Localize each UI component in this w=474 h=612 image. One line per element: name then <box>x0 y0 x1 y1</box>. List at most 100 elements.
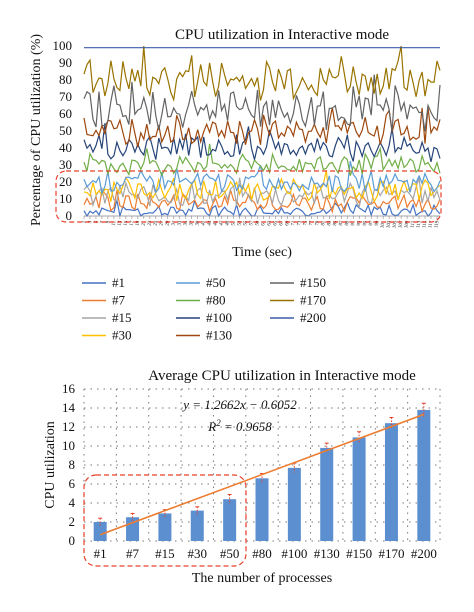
bar-chart-trendline <box>99 413 425 536</box>
line-x-tick-label: 103 <box>386 220 392 229</box>
line-chart-x-axis-label: Time (sec) <box>232 245 292 260</box>
bar-chart-x-axis-label: The number of processes <box>192 571 332 586</box>
legend-item-p50: #50 <box>176 275 226 290</box>
line-y-tick-label: 40 <box>59 140 72 155</box>
line-y-tick-label: 70 <box>59 89 72 104</box>
line-x-tick-label: 69 <box>285 220 291 226</box>
line-x-tick-label: 81 <box>321 220 327 226</box>
bar-y-tick-label: 2 <box>69 514 76 529</box>
bar-y-tick-label: 10 <box>62 438 75 453</box>
legend-item-p100: #100 <box>176 310 232 325</box>
legend-label: #130 <box>206 328 232 343</box>
line-x-tick-label: 15 <box>124 220 130 226</box>
bar-y-tick-label: 8 <box>69 457 76 472</box>
line-chart-title: CPU utilization in Interactive mode <box>175 27 389 43</box>
line-y-tick-label: 30 <box>59 157 72 172</box>
legend-item-p150: #150 <box>270 275 326 290</box>
legend-item-p1: #1 <box>82 275 125 290</box>
cpu-line-chart: CPU utilization in Interactive mode Perc… <box>29 27 442 343</box>
line-x-tick-label: 25 <box>153 220 159 226</box>
error-bar-p200 <box>421 402 426 417</box>
line-x-tick-label: 37 <box>189 220 195 226</box>
legend-label: #15 <box>112 310 132 325</box>
line-y-tick-label: 80 <box>59 72 72 87</box>
line-x-tick-label: 87 <box>339 220 345 226</box>
bar-x-tick-label: #30 <box>188 546 208 561</box>
bar-p1 <box>93 522 107 541</box>
bar-p150 <box>352 437 366 541</box>
bar-x-tick-label: #50 <box>220 546 240 561</box>
line-x-tick-label: 47 <box>219 220 225 226</box>
r-squared-symbol: R <box>207 419 216 434</box>
bar-p130 <box>320 447 334 541</box>
legend-item-p200: #200 <box>270 310 326 325</box>
bar-x-tick-label: #170 <box>378 546 404 561</box>
line-x-tick-label: 35 <box>183 220 189 226</box>
line-x-tick-label: 57 <box>249 220 255 226</box>
legend-label: #170 <box>300 293 326 308</box>
bar-chart-title: Average CPU utilization in Interactive m… <box>148 368 416 384</box>
line-x-tick-label: 49 <box>225 220 231 226</box>
line-x-tick-label: 113 <box>416 220 422 229</box>
legend-label: #7 <box>112 293 126 308</box>
legend-label: #1 <box>112 275 125 290</box>
line-x-tick-label: 93 <box>357 220 363 226</box>
bar-x-tick-label: #150 <box>346 546 372 561</box>
line-y-tick-label: 100 <box>53 38 73 53</box>
line-x-tick-label: 33 <box>177 220 183 226</box>
line-x-tick-label: 41 <box>201 220 207 226</box>
line-y-tick-label: 0 <box>66 208 73 223</box>
line-x-tick-label: 39 <box>195 220 201 226</box>
line-x-tick-label: 21 <box>142 220 148 226</box>
line-x-tick-label: 79 <box>315 220 321 226</box>
line-y-tick-label: 60 <box>59 106 72 121</box>
bar-x-tick-label: #80 <box>252 546 272 561</box>
bar-chart-bars <box>93 409 431 541</box>
legend-label: #100 <box>206 310 232 325</box>
legend-item-p15: #15 <box>82 310 132 325</box>
line-x-tick-label: 117 <box>428 220 434 229</box>
line-x-tick-label: 59 <box>255 220 261 226</box>
line-x-tick-label: 107 <box>398 220 404 229</box>
line-x-tick-label: 99 <box>375 220 381 226</box>
line-x-tick-label: 119 <box>434 220 440 229</box>
line-x-tick-label: 83 <box>327 220 333 226</box>
line-x-tick-label: 17 <box>130 220 136 226</box>
bar-p15 <box>158 513 172 541</box>
line-x-tick-label: 109 <box>404 220 410 229</box>
line-x-tick-label: 97 <box>369 220 375 226</box>
series-line-p7 <box>83 189 441 215</box>
line-x-tick-label: 51 <box>231 220 237 226</box>
bar-y-tick-label: 16 <box>62 381 76 396</box>
legend-item-p7: #7 <box>82 293 126 308</box>
line-chart-legend: #1 #7 #15 #30 #50 #80 #100 #130 #150 #170 #200 <box>82 275 326 343</box>
line-x-tick-label: 9 <box>106 220 111 224</box>
series-line-p50 <box>83 160 441 196</box>
bar-y-tick-label: 0 <box>69 533 76 548</box>
line-x-tick-label: 75 <box>303 220 309 226</box>
error-bar-p50 <box>227 493 232 504</box>
series-line-p80 <box>83 143 441 177</box>
bar-p200 <box>417 409 431 541</box>
line-x-tick-label: 19 <box>136 220 142 226</box>
line-y-tick-label: 20 <box>59 174 72 189</box>
legend-item-p30: #30 <box>82 328 132 343</box>
legend-label: #150 <box>300 275 326 290</box>
line-x-tick-label: 3 <box>88 220 93 224</box>
line-x-tick-label: 89 <box>345 220 351 226</box>
line-x-tick-label: 91 <box>351 220 357 226</box>
bar-p30 <box>190 510 204 541</box>
line-x-tick-label: 65 <box>273 220 279 226</box>
line-y-tick-label: 10 <box>59 191 72 206</box>
line-x-tick-label: 31 <box>171 220 177 226</box>
legend-label: #30 <box>112 328 132 343</box>
line-x-tick-label: 29 <box>165 220 171 226</box>
bar-y-tick-label: 4 <box>69 495 76 510</box>
line-x-tick-label: 43 <box>207 220 213 226</box>
line-x-tick-label: 45 <box>213 220 219 226</box>
series-line-p130 <box>83 107 441 148</box>
average-cpu-bar-chart: Average CPU utilization in Interactive m… <box>43 368 441 586</box>
highlight-box-low-process-bars <box>83 474 247 567</box>
legend-item-p170: #170 <box>270 293 326 308</box>
